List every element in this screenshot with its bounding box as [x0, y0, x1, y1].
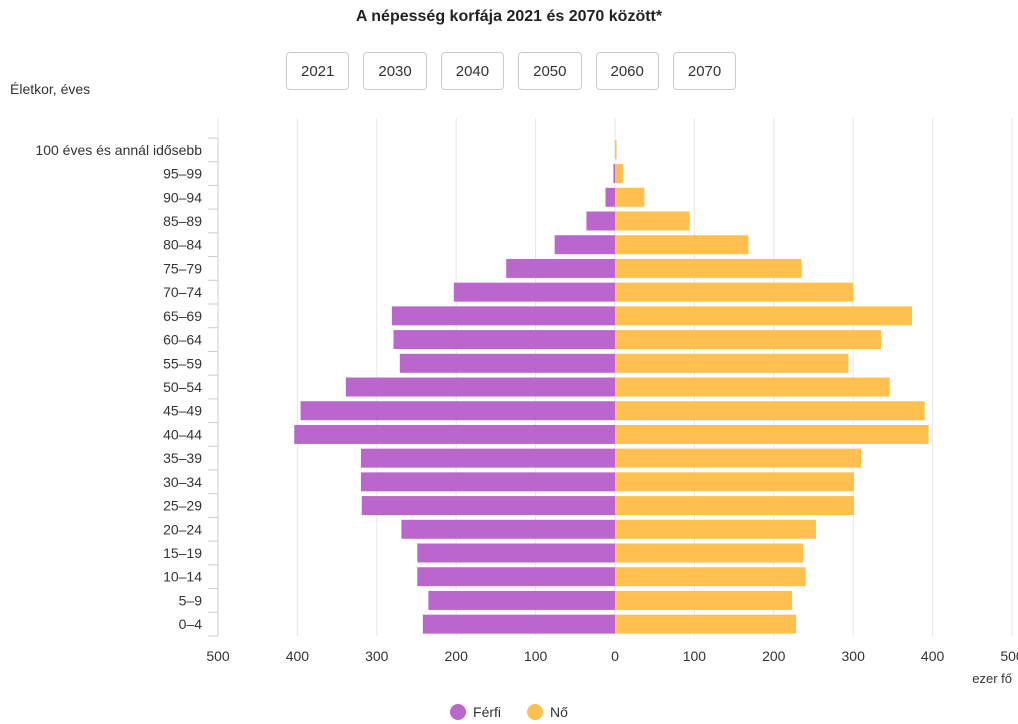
bar-male-11: [399, 353, 615, 373]
y-tick-label-10: 50–54: [163, 379, 202, 395]
y-axis-title: Életkor, éves: [10, 81, 91, 97]
bar-female-6: [615, 472, 854, 492]
bar-female-12: [615, 330, 881, 350]
bar-male-13: [391, 306, 615, 326]
year-selector: 2021 2030 2040 2050 2060 2070: [286, 52, 737, 90]
year-button-2030[interactable]: 2030: [363, 52, 427, 90]
legend-marker-male: [450, 704, 467, 720]
y-tick-label-0: 0–4: [179, 616, 203, 632]
bar-female-11: [615, 353, 849, 373]
y-tick-label-7: 35–39: [163, 450, 202, 466]
bar-female-8: [615, 424, 929, 444]
bar-male-17: [586, 211, 615, 231]
bar-female-13: [615, 306, 912, 326]
legend-item-female[interactable]: Nő: [527, 704, 568, 720]
x-tick-label-3: 200: [445, 648, 469, 664]
x-tick-label-9: 400: [921, 648, 945, 664]
y-tick-label-19: 95–99: [163, 166, 202, 182]
bar-female-2: [615, 567, 806, 587]
x-tick-label-2: 300: [365, 648, 389, 664]
y-tick-label-15: 75–79: [163, 260, 202, 276]
y-tick-label-8: 40–44: [163, 426, 202, 442]
bar-male-19: [613, 164, 615, 184]
x-tick-label-8: 300: [842, 648, 866, 664]
bar-female-15: [615, 258, 802, 278]
y-tick-label-2: 10–14: [163, 569, 202, 585]
bar-male-2: [417, 567, 615, 587]
bar-female-1: [615, 590, 793, 610]
legend-marker-female: [527, 704, 544, 720]
bar-female-14: [615, 282, 854, 302]
y-tick-label-17: 85–89: [163, 213, 202, 229]
y-tick-label-18: 90–94: [163, 189, 202, 205]
x-tick-label-10: 500: [1000, 648, 1018, 664]
x-tick-label-5: 0: [611, 648, 619, 664]
bar-male-12: [393, 330, 615, 350]
bar-male-5: [361, 496, 615, 516]
legend-label-male: Férfi: [473, 704, 502, 720]
bar-female-20: [615, 140, 617, 160]
x-tick-label-7: 200: [762, 648, 786, 664]
y-tick-label-1: 5–9: [179, 592, 203, 608]
bar-female-3: [615, 543, 804, 563]
legend: Férfi Nő: [0, 704, 1018, 720]
y-tick-label-20: 100 éves és annál idősebb: [35, 142, 202, 158]
legend-item-male[interactable]: Férfi: [450, 704, 501, 720]
year-button-2040[interactable]: 2040: [440, 52, 505, 90]
year-button-2050[interactable]: 2050: [518, 52, 582, 90]
y-tick-label-16: 80–84: [163, 237, 202, 253]
bar-male-3: [417, 543, 615, 563]
bar-male-18: [605, 187, 615, 207]
bar-male-16: [554, 235, 615, 255]
bar-male-0: [422, 614, 615, 634]
bar-female-19: [615, 164, 623, 184]
year-button-2021[interactable]: 2021: [286, 52, 350, 90]
bar-male-7: [360, 448, 615, 468]
legend-label-female: Nő: [550, 704, 568, 720]
y-tick-label-3: 15–19: [163, 545, 202, 561]
bar-female-10: [615, 377, 890, 397]
chart-title: A népesség korfája 2021 és 2070 között*: [355, 8, 663, 25]
y-tick-label-4: 20–24: [163, 521, 202, 537]
bar-female-18: [615, 187, 645, 207]
x-tick-label-0: 500: [206, 648, 230, 664]
bar-female-7: [615, 448, 862, 468]
bar-male-8: [294, 424, 615, 444]
x-tick-label-6: 100: [683, 648, 707, 664]
bar-female-0: [615, 614, 797, 634]
bar-male-14: [453, 282, 615, 302]
bar-female-4: [615, 519, 816, 539]
bar-male-1: [428, 590, 615, 610]
bar-female-9: [615, 401, 925, 421]
bar-male-15: [506, 258, 615, 278]
x-tick-label-4: 100: [524, 648, 548, 664]
bar-female-16: [615, 235, 749, 255]
year-button-2070[interactable]: 2070: [672, 52, 737, 90]
y-tick-label-14: 70–74: [163, 284, 202, 300]
bar-female-5: [615, 496, 854, 516]
bar-female-17: [615, 211, 690, 231]
x-axis-unit: ezer fő: [972, 671, 1012, 686]
bar-male-4: [401, 519, 615, 539]
y-tick-label-5: 25–29: [163, 498, 202, 514]
bar-male-6: [360, 472, 615, 492]
y-tick-label-13: 65–69: [163, 308, 202, 324]
year-button-2060[interactable]: 2060: [595, 52, 659, 90]
bar-male-9: [300, 401, 615, 421]
y-tick-label-11: 55–59: [163, 355, 202, 371]
x-tick-label-1: 400: [286, 648, 310, 664]
y-tick-label-9: 45–49: [163, 403, 202, 419]
bar-male-10: [345, 377, 615, 397]
y-tick-label-6: 30–34: [163, 474, 202, 490]
y-tick-label-12: 60–64: [163, 332, 202, 348]
